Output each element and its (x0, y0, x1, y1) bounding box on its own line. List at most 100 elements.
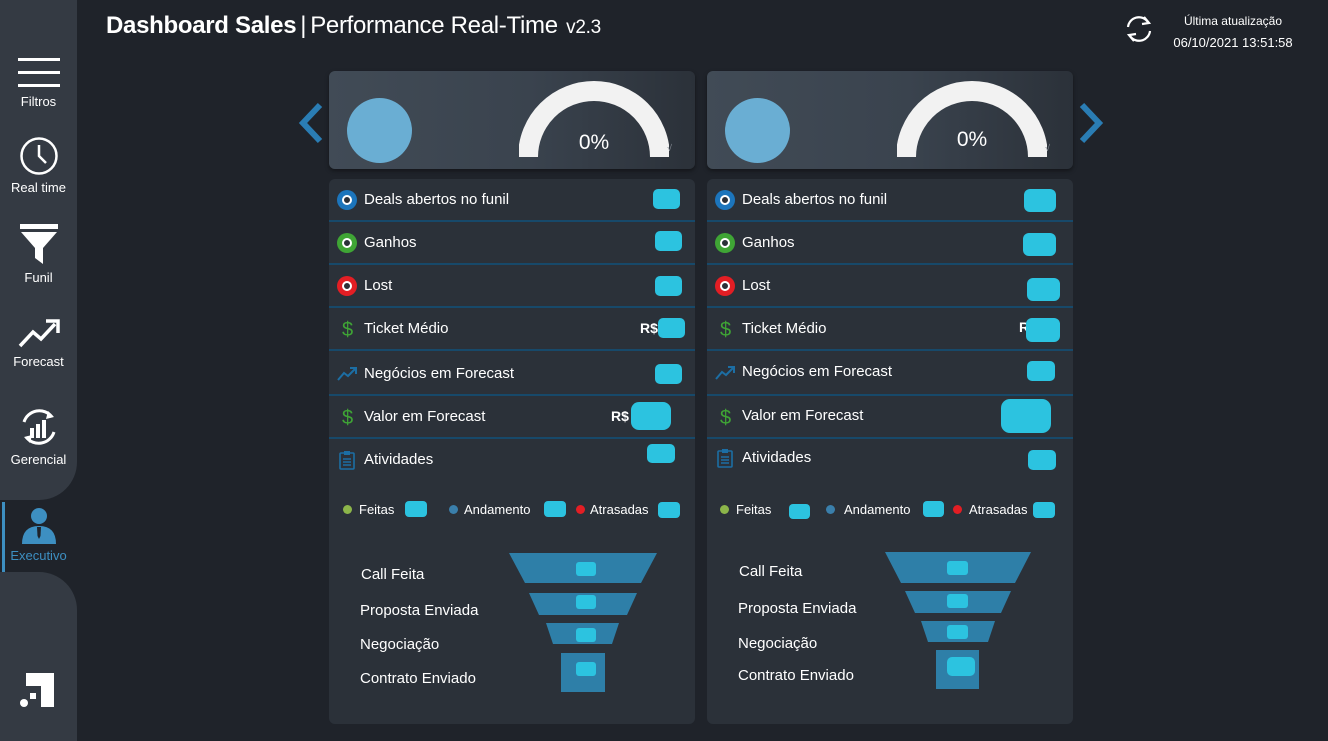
kpi-label: Valor em Forecast (742, 407, 864, 424)
blue-status-icon (715, 190, 735, 210)
hamburger-icon (17, 58, 60, 87)
kpi-label: Deals abertos no funil (742, 191, 888, 208)
kpi-row-lost: Lost (329, 265, 695, 308)
seller-card-body: Deals abertos no funil Ganhos Lost $ Tic… (329, 179, 695, 724)
legend-value-pill (658, 502, 680, 518)
clipboard-icon (717, 449, 733, 468)
funnel-stage-label: Negociação (360, 636, 440, 653)
funnel-value-pill (947, 657, 975, 676)
svg-text:$: $ (342, 407, 353, 427)
gauge-value: 0% (956, 128, 988, 151)
kpi-row-negocios-forecast: Negócios em Forecast (329, 351, 695, 396)
sidebar-item-label: Gerencial (10, 452, 67, 467)
funnel-stage-label: Contrato Enviado (360, 670, 476, 687)
legend-dot-feitas (343, 505, 352, 514)
last-update-label: Última atualização (1183, 14, 1283, 28)
kpi-value-pill (1027, 278, 1060, 301)
seller-card-body: Deals abertos no funil Ganhos Lost $ Tic… (707, 179, 1073, 724)
kpi-row-negocios-forecast: Negócios em Forecast (707, 351, 1073, 396)
sidebar-item-forecast[interactable]: Forecast (0, 318, 77, 369)
avatar (725, 98, 790, 163)
legend-dot-andamento (449, 505, 458, 514)
dollar-icon: $ (720, 319, 731, 339)
legend-label: Atrasadas (969, 502, 1028, 517)
kpi-value-pill (1027, 361, 1055, 381)
page-title: Dashboard Sales | Performance Real-Time v2… (106, 12, 601, 40)
sidebar-item-executivo[interactable]: Executivo (0, 506, 77, 563)
funnel-value-pill (576, 562, 596, 576)
title-separator: | (300, 12, 307, 39)
kpi-label: Deals abertos no funil (364, 191, 510, 208)
kpi-row-deals: Deals abertos no funil (329, 179, 695, 222)
legend-label: Andamento (464, 502, 531, 517)
kpi-row-ganhos: Ganhos (329, 222, 695, 265)
gauge-chart (519, 81, 669, 157)
user-icon (21, 508, 56, 544)
bar-chart-cycle-icon (22, 409, 55, 445)
kpi-value-pill (658, 318, 685, 338)
kpi-label: Ticket Médio (742, 320, 827, 337)
chevron-left-icon[interactable] (296, 101, 326, 145)
legend-label: Feitas (359, 502, 395, 517)
funnel-value-pill (576, 628, 596, 642)
sidebar-item-real-time[interactable]: Real time (0, 136, 77, 195)
sidebar-item-label: Filtros (20, 94, 57, 109)
sidebar-item-filtros[interactable]: Filtros (0, 56, 77, 109)
red-status-icon (337, 276, 357, 296)
avatar (347, 98, 412, 163)
svg-text:$: $ (720, 407, 731, 427)
currency-prefix: R$ (640, 320, 658, 336)
funnel-stage-label: Call Feita (361, 566, 425, 583)
kpi-label: Valor em Forecast (364, 408, 486, 425)
kpi-value-pill (1023, 233, 1056, 256)
legend-label: Feitas (736, 502, 772, 517)
activities-legend: Feitas Andamento Atrasadas (707, 499, 1073, 523)
kpi-row-ganhos: Ganhos (707, 222, 1073, 265)
trend-icon (715, 366, 735, 380)
funnel-stage-label: Contrato Enviado (738, 667, 854, 684)
legend-value-pill (1033, 502, 1055, 518)
kpi-row-atividades: Atividades (329, 439, 695, 482)
currency-prefix: R (1019, 319, 1030, 335)
kpi-value-pill (653, 189, 680, 209)
sidebar-item-label: Executivo (10, 548, 67, 563)
clipboard-icon (339, 451, 355, 470)
sales-funnel (885, 552, 1031, 689)
brand-logo-icon (20, 673, 54, 707)
kpi-row-lost: Lost (707, 265, 1073, 308)
kpi-value-pill (1001, 399, 1051, 433)
kpi-value-pill (1026, 318, 1060, 342)
red-status-icon (715, 276, 735, 296)
gauge-mini-label: √ (667, 143, 672, 153)
kpi-row-atividades: Atividades (707, 439, 1073, 482)
sidebar-bottom-panel (0, 572, 77, 741)
funnel-value-pill (576, 662, 596, 676)
clock-icon (19, 137, 58, 175)
kpi-label: Atividades (742, 449, 812, 466)
sidebar-item-gerencial[interactable]: Gerencial (0, 406, 77, 467)
gauge-value: 0% (578, 131, 610, 154)
green-status-icon (715, 233, 735, 253)
legend-value-pill (923, 501, 944, 517)
legend-label: Atrasadas (590, 502, 649, 517)
refresh-icon[interactable] (1124, 14, 1154, 44)
legend-label: Andamento (844, 502, 911, 517)
funnel-stage-label: Call Feita (739, 563, 803, 580)
kpi-label: Negócios em Forecast (364, 365, 515, 382)
last-update: Última atualização 06/10/2021 13:51:58 (1160, 11, 1306, 53)
blue-status-icon (337, 190, 357, 210)
active-indicator (2, 502, 5, 572)
chevron-right-icon[interactable] (1076, 101, 1106, 145)
funnel-value-pill (947, 625, 968, 639)
dollar-icon: $ (342, 319, 353, 339)
kpi-label: Lost (742, 277, 771, 294)
kpi-value-pill (655, 276, 682, 296)
legend-value-pill (405, 501, 427, 517)
gauge-mini-label: √ (1045, 143, 1050, 153)
legend-value-pill (789, 504, 810, 519)
sidebar-item-funil[interactable]: Funil (0, 224, 77, 285)
funnel-value-pill (947, 594, 968, 608)
sidebar-item-label: Forecast (13, 354, 64, 369)
last-update-value: 06/10/2021 13:51:58 (1173, 35, 1293, 50)
legend-dot-andamento (826, 505, 835, 514)
